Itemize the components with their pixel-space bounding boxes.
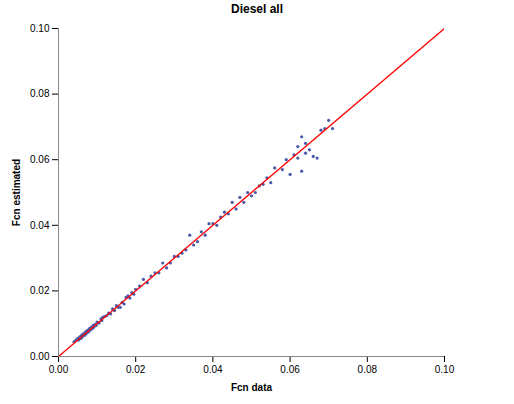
svg-text:0.04: 0.04 [30, 220, 50, 231]
svg-text:0.06: 0.06 [30, 154, 50, 165]
html-text:Diesel all: Diesel all [231, 2, 283, 16]
svg-text:0.02: 0.02 [30, 285, 50, 296]
svg-text:0.02: 0.02 [126, 364, 146, 375]
svg-text:0.10: 0.10 [435, 364, 455, 375]
svg-text:Fcn estimated: Fcn estimated [11, 159, 22, 226]
svg-text:Fcn data: Fcn data [231, 382, 273, 393]
svg-text:0.06: 0.06 [280, 364, 300, 375]
svg-text:0.08: 0.08 [30, 88, 50, 99]
svg-text:0.04: 0.04 [203, 364, 223, 375]
svg-text:0.00: 0.00 [30, 351, 50, 362]
svg-text:0.00: 0.00 [49, 364, 69, 375]
svg-text:0.10: 0.10 [30, 23, 50, 34]
svg-text:0.08: 0.08 [358, 364, 378, 375]
